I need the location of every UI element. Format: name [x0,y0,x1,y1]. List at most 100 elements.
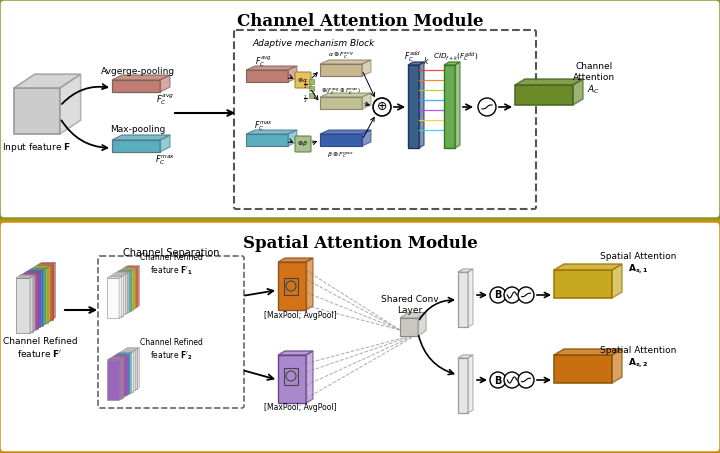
Polygon shape [123,267,138,268]
Polygon shape [320,134,362,146]
Text: [MaxPool; AvgPool]: [MaxPool; AvgPool] [264,312,336,321]
Polygon shape [458,358,468,413]
Polygon shape [133,350,135,391]
Polygon shape [107,276,122,278]
Polygon shape [19,275,35,276]
Text: $\otimes(F_C^{avg}\oplus F_C^{max})$: $\otimes(F_C^{avg}\oplus F_C^{max})$ [321,87,361,97]
Polygon shape [109,277,121,317]
Polygon shape [115,273,127,313]
Polygon shape [444,65,455,148]
Text: Channel Attention Module: Channel Attention Module [237,13,483,29]
Polygon shape [112,80,160,92]
Polygon shape [112,135,170,140]
Polygon shape [109,275,124,277]
Polygon shape [320,60,371,64]
Polygon shape [573,79,583,105]
Text: [MaxPool; AvgPool]: [MaxPool; AvgPool] [264,404,336,413]
Polygon shape [53,262,55,319]
Polygon shape [117,354,129,394]
Polygon shape [458,269,473,272]
Text: $F_C^{avg}$: $F_C^{avg}$ [255,55,271,69]
Polygon shape [125,267,137,307]
Polygon shape [125,266,140,267]
Polygon shape [306,351,313,403]
Polygon shape [121,275,124,317]
Text: $\frac{1}{2}$: $\frac{1}{2}$ [302,93,307,105]
Polygon shape [36,266,50,321]
Polygon shape [135,267,138,308]
Polygon shape [107,360,119,400]
Polygon shape [34,265,50,268]
Polygon shape [458,272,468,327]
Polygon shape [32,275,35,332]
Polygon shape [278,355,306,403]
Polygon shape [113,357,125,396]
Polygon shape [612,264,622,298]
Text: $\frac{1}{2}$: $\frac{1}{2}$ [302,79,307,91]
Text: Spatial Attention
$\mathbf{A_{s,2}}$: Spatial Attention $\mathbf{A_{s,2}}$ [600,346,676,371]
Polygon shape [137,266,140,307]
Polygon shape [418,313,426,336]
Polygon shape [400,318,418,336]
Polygon shape [21,275,35,330]
Text: $F_C^{avg}$: $F_C^{avg}$ [156,92,174,107]
Polygon shape [119,269,133,271]
Polygon shape [468,355,473,413]
Circle shape [490,372,506,388]
Polygon shape [125,349,137,389]
Polygon shape [320,93,371,97]
Text: $\alpha\otimes F_C^{avg}$: $\alpha\otimes F_C^{avg}$ [328,51,354,61]
Polygon shape [109,357,124,359]
Circle shape [478,98,496,116]
Polygon shape [455,62,460,148]
Polygon shape [119,358,122,400]
Polygon shape [458,355,473,358]
Polygon shape [115,355,127,395]
Polygon shape [111,356,125,357]
Text: Channel
Attention
$A_C$: Channel Attention $A_C$ [573,62,615,96]
Polygon shape [112,140,160,152]
Polygon shape [554,264,622,270]
FancyBboxPatch shape [309,93,314,98]
Polygon shape [119,351,133,353]
Polygon shape [160,135,170,152]
Text: $F_C^{add}$: $F_C^{add}$ [405,49,422,64]
Polygon shape [107,358,122,360]
Polygon shape [119,276,122,318]
Polygon shape [123,274,125,316]
Polygon shape [35,273,38,330]
Polygon shape [123,356,125,398]
Polygon shape [320,97,362,109]
Polygon shape [131,351,133,393]
Polygon shape [16,278,30,333]
Text: Adaptive mechanism Block: Adaptive mechanism Block [252,39,374,48]
Polygon shape [24,274,37,328]
Text: $\otimes\beta$: $\otimes\beta$ [297,140,308,149]
Polygon shape [362,93,371,109]
Polygon shape [37,271,40,328]
Polygon shape [408,62,424,65]
Polygon shape [113,273,127,275]
Polygon shape [111,357,123,398]
Polygon shape [125,355,127,396]
Polygon shape [19,276,32,332]
Text: Spatial Attention Module: Spatial Attention Module [243,235,477,251]
Polygon shape [135,349,138,390]
Text: B: B [495,290,502,300]
FancyBboxPatch shape [0,0,720,219]
Polygon shape [246,70,288,82]
Polygon shape [121,357,124,399]
Circle shape [518,372,534,388]
Polygon shape [121,350,135,352]
Polygon shape [111,274,125,275]
Text: $k$: $k$ [423,54,429,66]
Polygon shape [117,270,132,272]
Circle shape [373,98,391,116]
Polygon shape [16,276,33,278]
Polygon shape [246,130,297,134]
Polygon shape [362,60,371,76]
Polygon shape [112,75,170,80]
FancyBboxPatch shape [0,221,720,453]
Text: $CID_{f+k}(F_C^{add})$: $CID_{f+k}(F_C^{add})$ [433,50,479,64]
Circle shape [504,287,520,303]
